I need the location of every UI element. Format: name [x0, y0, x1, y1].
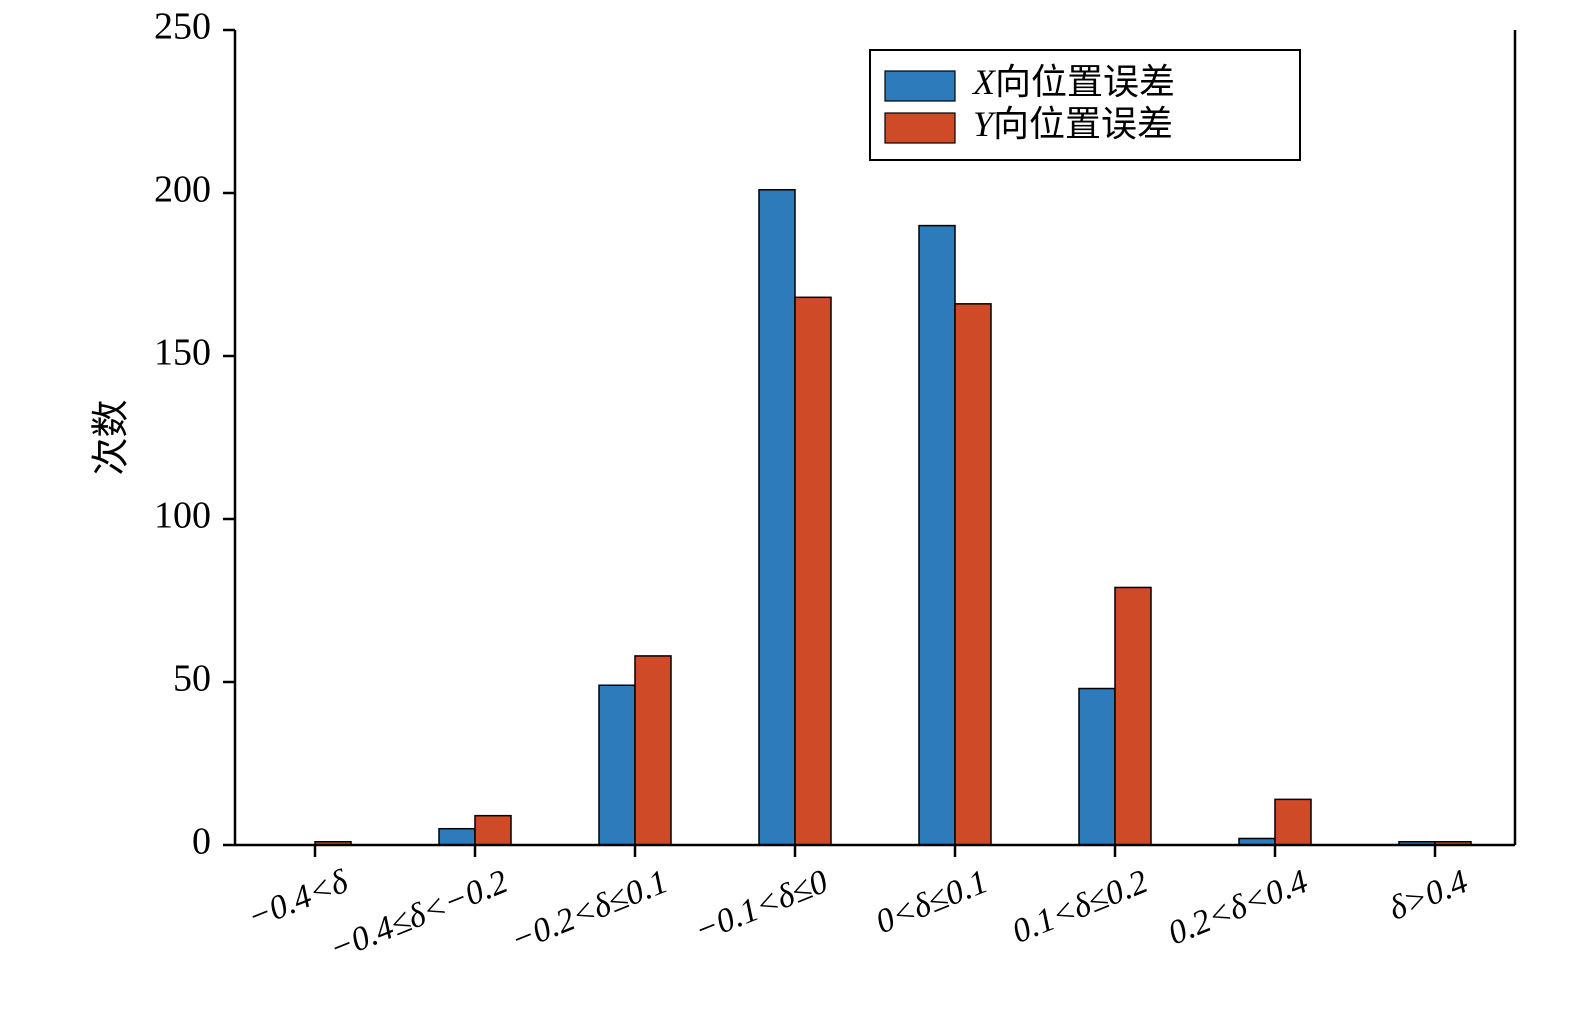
bar	[1275, 799, 1311, 845]
legend-swatch	[885, 71, 955, 101]
y-tick-label: 100	[154, 495, 211, 537]
y-tick-label: 0	[192, 821, 211, 863]
y-tick-label: 50	[173, 658, 211, 700]
bar	[955, 304, 991, 845]
bar	[1115, 587, 1151, 845]
bar	[795, 297, 831, 845]
bar-chart: 050100150200250−0.4<δ−0.4≤δ<−0.2−0.2<δ≤0…	[0, 0, 1575, 1035]
y-tick-label: 200	[154, 169, 211, 211]
bar	[439, 829, 475, 845]
y-tick-label: 250	[154, 6, 211, 48]
bar	[1079, 689, 1115, 845]
bar	[475, 816, 511, 845]
legend-label: X向位置误差	[971, 62, 1175, 102]
bar	[919, 226, 955, 845]
bar	[635, 656, 671, 845]
legend-swatch	[885, 113, 955, 143]
bar	[759, 190, 795, 845]
legend-label: Y向位置误差	[973, 104, 1173, 144]
y-tick-label: 150	[154, 332, 211, 374]
bar	[599, 685, 635, 845]
y-axis-label: 次数	[91, 399, 133, 475]
